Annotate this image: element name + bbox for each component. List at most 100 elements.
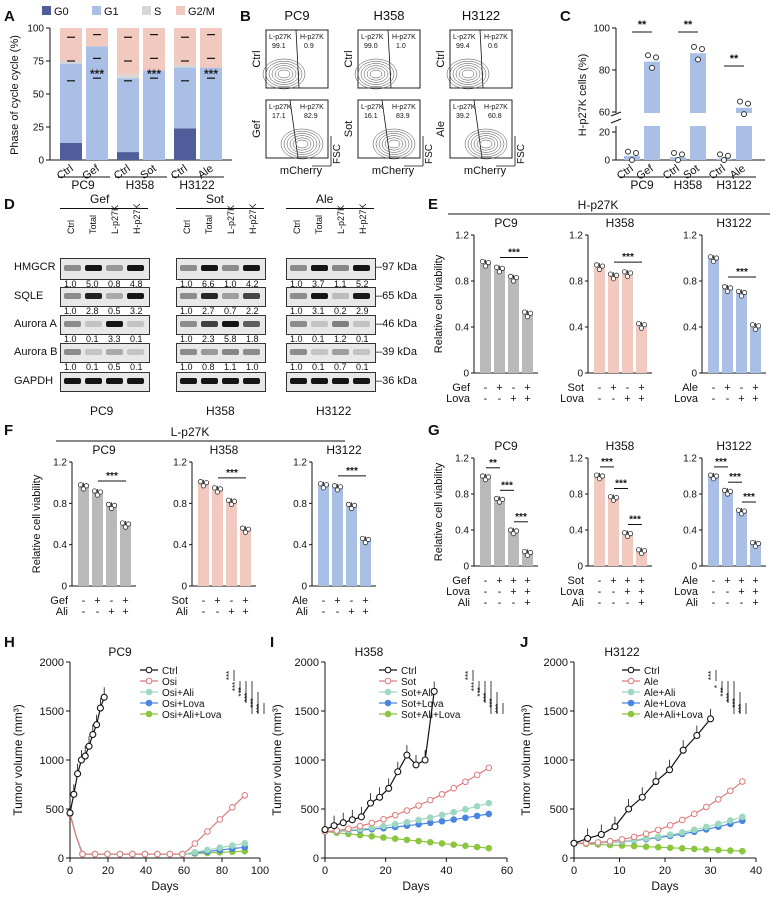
significance-mark: ***	[508, 248, 520, 259]
bar-segment	[200, 67, 222, 160]
data-point	[83, 483, 90, 489]
treatment-sign: +	[496, 382, 502, 394]
gate-right-value: 0.9	[304, 43, 314, 50]
band-quantification: 0.1	[312, 334, 325, 344]
treatment-sign: -	[612, 597, 616, 609]
bar	[508, 278, 519, 373]
data-point	[735, 507, 742, 513]
treatment-sign: +	[752, 382, 758, 394]
gate-line	[473, 99, 483, 159]
bar	[360, 540, 371, 586]
contour-line	[452, 63, 484, 85]
data-point	[320, 485, 327, 491]
control-point	[412, 761, 420, 769]
significance-mark: ***	[147, 67, 161, 81]
bar	[480, 263, 491, 373]
data-point	[80, 486, 87, 492]
treatment-point	[485, 810, 493, 818]
blot-strip	[60, 258, 150, 280]
control-point	[74, 770, 82, 778]
treatment-sign: +	[334, 595, 340, 607]
contour-line	[363, 65, 389, 83]
legend-label: Ale+Ali	[644, 688, 675, 699]
protein-band	[290, 378, 307, 384]
data-point	[749, 322, 756, 328]
significance-mark: ***	[464, 671, 473, 680]
treatment-point	[216, 816, 224, 823]
cell-line-label: PC9	[90, 404, 114, 418]
contour-line	[378, 133, 410, 155]
y-tick-label: 1.2	[683, 454, 697, 465]
treatment-sign: -	[110, 595, 114, 607]
control-point	[430, 687, 438, 695]
treatment-sign: -	[322, 595, 326, 607]
panel-letter-f: F	[4, 422, 14, 439]
gate-line	[289, 99, 299, 159]
legend-label: Sot+Ali	[401, 688, 433, 699]
control-point	[96, 704, 104, 712]
bar	[594, 267, 605, 373]
treatment-sign: -	[598, 393, 602, 405]
treatment-sign: +	[510, 575, 516, 587]
data-point	[707, 472, 714, 478]
band-quantification: 1.0	[180, 362, 193, 372]
band-quantification: 1.0	[246, 362, 259, 372]
significance-mark: ***	[707, 671, 716, 680]
y-tick-label: 1.2	[569, 231, 583, 242]
treatment-point	[391, 811, 399, 819]
treatment-sign: -	[350, 595, 354, 607]
data-point	[362, 540, 369, 546]
data-point	[499, 496, 506, 503]
data-point	[621, 269, 628, 275]
data-point	[713, 255, 720, 261]
control-point	[706, 715, 715, 723]
lane-label: L-p27K	[110, 204, 120, 234]
bar	[750, 327, 761, 373]
legend-marker	[384, 666, 392, 674]
protein-band	[353, 378, 370, 384]
control-point	[394, 768, 402, 776]
gate-left-value: 99.4	[456, 43, 470, 50]
y-tick-label: 0.8	[683, 490, 697, 501]
legend-label: Ale	[644, 677, 659, 688]
treatment-sign: +	[610, 575, 616, 587]
data-point	[599, 473, 606, 479]
data-point	[596, 266, 603, 273]
treatment-row-label: Ali	[296, 606, 308, 618]
treatment-point	[415, 816, 422, 824]
treatment-point	[666, 831, 674, 838]
data-point	[91, 488, 98, 494]
contour-line	[277, 69, 291, 79]
significance-mark: ***	[255, 704, 264, 713]
protein-label: SQLE	[14, 290, 44, 302]
treatment-point	[690, 810, 698, 818]
data-point	[725, 152, 731, 159]
control-point	[679, 746, 687, 754]
protein-band	[106, 321, 123, 327]
bar-segment	[60, 142, 82, 160]
treatment-point	[462, 778, 469, 786]
treatment-sign: -	[202, 606, 206, 618]
blot-strip	[286, 343, 376, 363]
treatment-point	[642, 843, 650, 850]
protein-band	[64, 265, 81, 271]
y-tick-label: 0	[577, 369, 583, 380]
y-tick-label: 1.2	[455, 231, 469, 242]
x-tick-label: 20	[659, 865, 671, 877]
y-tick-label: 0.4	[455, 526, 469, 537]
blot-strip	[60, 343, 150, 363]
data-point	[239, 525, 246, 531]
bar-segment	[143, 70, 165, 160]
data-point	[641, 548, 648, 554]
blot-strip	[60, 287, 150, 307]
treatment-point	[473, 843, 481, 851]
band-quantification: 0.1	[130, 362, 143, 372]
treatment-point	[241, 840, 249, 847]
treatment-sign: +	[738, 575, 744, 587]
contour-line	[464, 128, 508, 160]
control-point	[366, 799, 375, 807]
x-tick-label: 20	[380, 865, 392, 877]
significance-mark: ***	[204, 67, 218, 81]
treatment-point	[116, 850, 124, 858]
treatment-point	[727, 787, 734, 795]
